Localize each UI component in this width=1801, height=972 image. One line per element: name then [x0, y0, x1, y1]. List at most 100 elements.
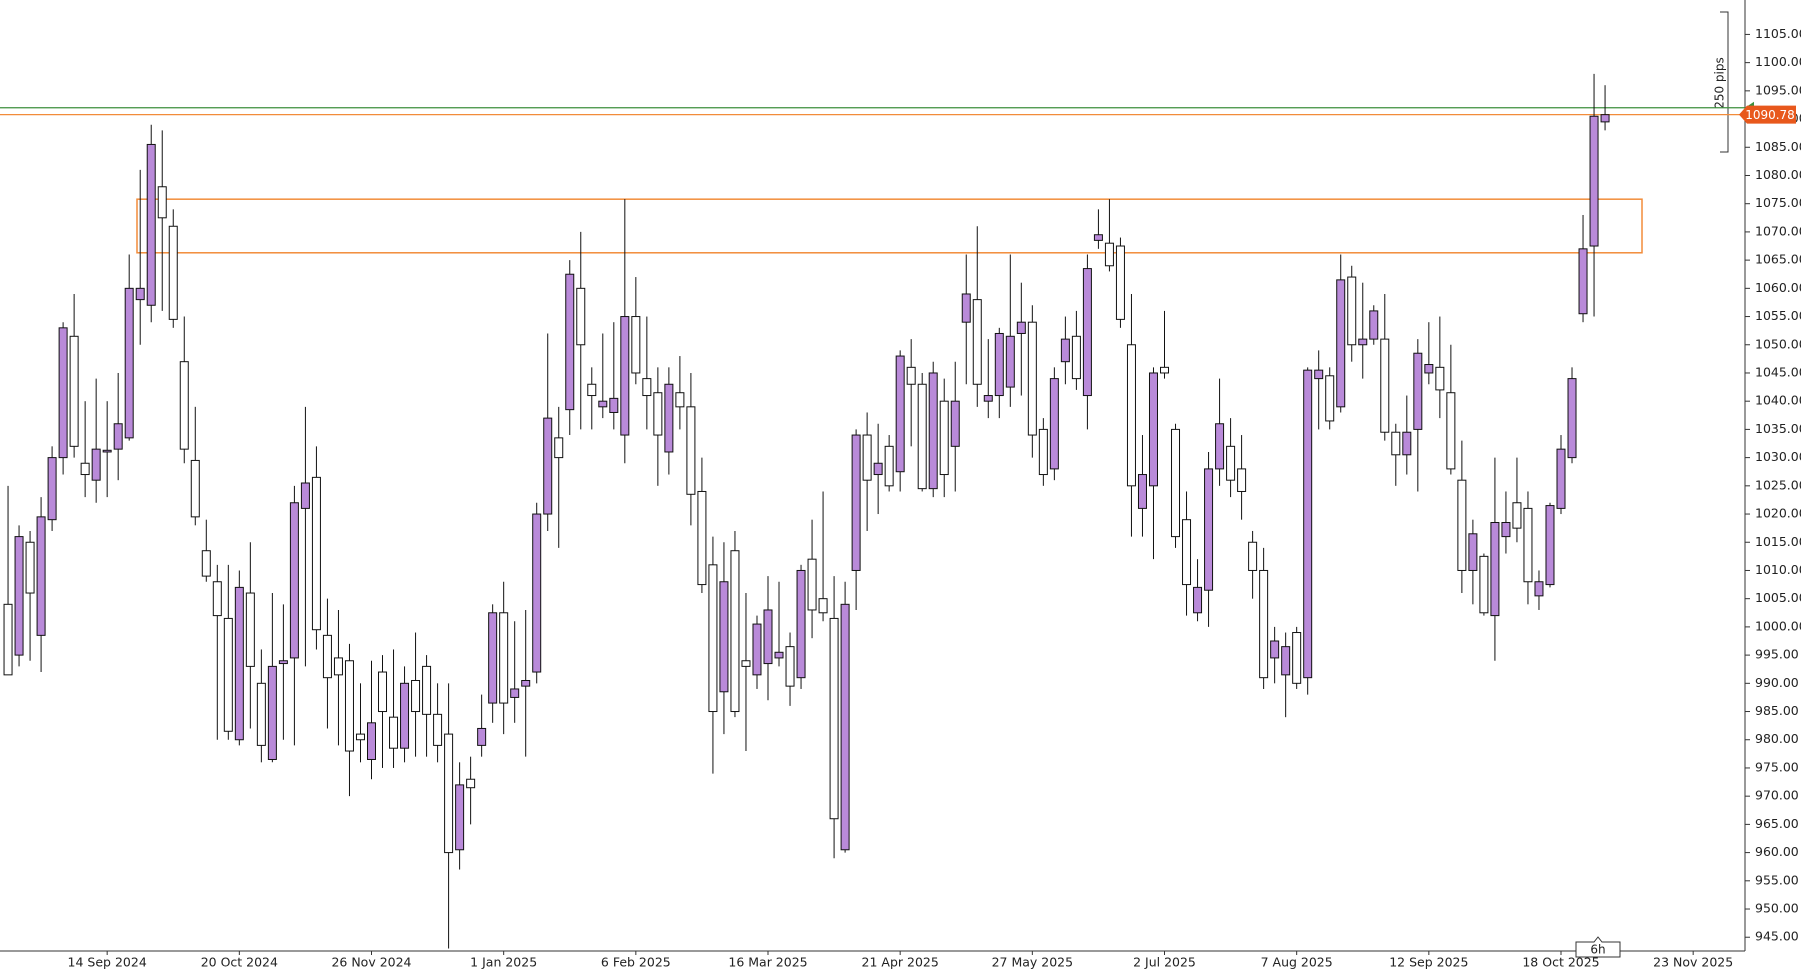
- y-tick-label: 1070.00: [1755, 223, 1801, 238]
- candle-body: [1490, 522, 1500, 617]
- candle-body: [565, 273, 575, 411]
- y-tick-label: 1100.00: [1755, 54, 1801, 69]
- x-tick-label: 1 Jan 2025: [470, 955, 537, 970]
- candle-body: [124, 287, 134, 439]
- candle-body: [311, 476, 321, 631]
- candle-body: [1391, 431, 1401, 456]
- y-tick-label: 1040.00: [1755, 393, 1801, 408]
- candle-body: [1126, 344, 1136, 487]
- candle-body: [576, 287, 586, 346]
- candle-body: [620, 316, 630, 436]
- candle-body: [1523, 507, 1533, 583]
- y-tick-label: 1050.00: [1755, 336, 1801, 351]
- y-tick-label: 990.00: [1755, 675, 1799, 690]
- measure-bracket: [1720, 11, 1729, 153]
- candle-body: [1104, 242, 1114, 267]
- candle-body: [201, 550, 211, 577]
- candle-body: [752, 623, 762, 676]
- candle-body: [245, 592, 255, 667]
- candle-body: [686, 406, 696, 495]
- x-tick-label: 7 Aug 2025: [1261, 955, 1333, 970]
- candle-body: [1347, 276, 1357, 346]
- y-tick-label: 1035.00: [1755, 421, 1801, 436]
- y-tick-label: 970.00: [1755, 788, 1799, 803]
- candle-body: [223, 617, 233, 732]
- candle-body: [1336, 279, 1346, 408]
- x-tick-label: 2 Jul 2025: [1133, 955, 1196, 970]
- candle-body: [444, 733, 454, 854]
- candle-body: [212, 581, 222, 617]
- candle-body: [1512, 502, 1522, 529]
- candle-body: [333, 657, 343, 676]
- candle-body: [433, 713, 443, 746]
- y-tick-label: 1095.00: [1755, 82, 1801, 97]
- candle-body: [532, 513, 542, 673]
- candle-body: [642, 378, 652, 397]
- candle-body: [400, 682, 410, 749]
- candle-body: [807, 558, 817, 611]
- candle-body: [1027, 321, 1037, 436]
- candle-body: [1600, 114, 1610, 123]
- candle-body: [1148, 372, 1158, 487]
- candle-body: [1380, 338, 1390, 433]
- candle-body: [587, 383, 597, 397]
- candle-body: [411, 679, 421, 713]
- y-tick-label: 960.00: [1755, 844, 1799, 859]
- candle-body: [25, 541, 35, 594]
- candle-body: [1060, 338, 1070, 363]
- candle-body: [719, 581, 729, 693]
- y-tick-label: 985.00: [1755, 703, 1799, 718]
- candle-body: [355, 733, 365, 741]
- candle-body: [366, 722, 376, 760]
- candle-body: [1248, 541, 1258, 571]
- candle-body: [939, 400, 949, 476]
- candle-body: [146, 143, 156, 306]
- y-tick-label: 965.00: [1755, 816, 1799, 831]
- candle-body: [697, 490, 707, 586]
- candle-body: [69, 335, 79, 447]
- candle-body: [1259, 569, 1269, 679]
- y-tick-label: 1015.00: [1755, 534, 1801, 549]
- y-tick-label: 945.00: [1755, 929, 1799, 944]
- y-tick-label: 1060.00: [1755, 280, 1801, 295]
- candle-body: [774, 651, 784, 659]
- candle-body: [289, 502, 299, 659]
- candle-body: [1578, 248, 1588, 315]
- x-tick-label: 14 Sep 2024: [68, 955, 147, 970]
- candle-body: [1082, 268, 1092, 397]
- candle-body: [499, 612, 509, 704]
- timeframe-box: [1575, 936, 1621, 958]
- candle-body: [234, 586, 244, 741]
- candle-body: [1093, 234, 1103, 241]
- candle-body: [80, 462, 90, 476]
- candle-body: [1182, 519, 1192, 586]
- y-tick-label: 1010.00: [1755, 562, 1801, 577]
- candle-body: [840, 603, 850, 851]
- candle-body: [763, 609, 773, 665]
- candle-body: [389, 716, 399, 749]
- candle-body: [554, 437, 564, 459]
- candle-body: [1215, 423, 1225, 470]
- candle-body: [1115, 245, 1125, 320]
- candle-body: [1137, 474, 1147, 509]
- candle-body: [1226, 445, 1236, 481]
- x-tick-label: 27 May 2025: [992, 955, 1074, 970]
- candle-body: [1292, 632, 1302, 684]
- candle-body: [851, 434, 861, 571]
- candle-body: [157, 186, 167, 219]
- candle-body: [741, 660, 751, 667]
- candle-body: [994, 332, 1004, 397]
- y-tick-label: 1105.00: [1755, 26, 1801, 41]
- x-tick-label: 23 Nov 2025: [1653, 955, 1733, 970]
- candle-body: [906, 366, 916, 385]
- candle-body: [928, 372, 938, 490]
- candle-body: [58, 327, 68, 459]
- candle-body: [1534, 581, 1544, 597]
- candle-body: [972, 299, 982, 385]
- candle-body: [1589, 115, 1599, 247]
- candle-body: [1281, 646, 1291, 676]
- candle-body: [1049, 378, 1059, 470]
- measure-label: 250 pips: [1713, 57, 1727, 109]
- candle-body: [14, 536, 24, 656]
- candle-body: [300, 482, 310, 509]
